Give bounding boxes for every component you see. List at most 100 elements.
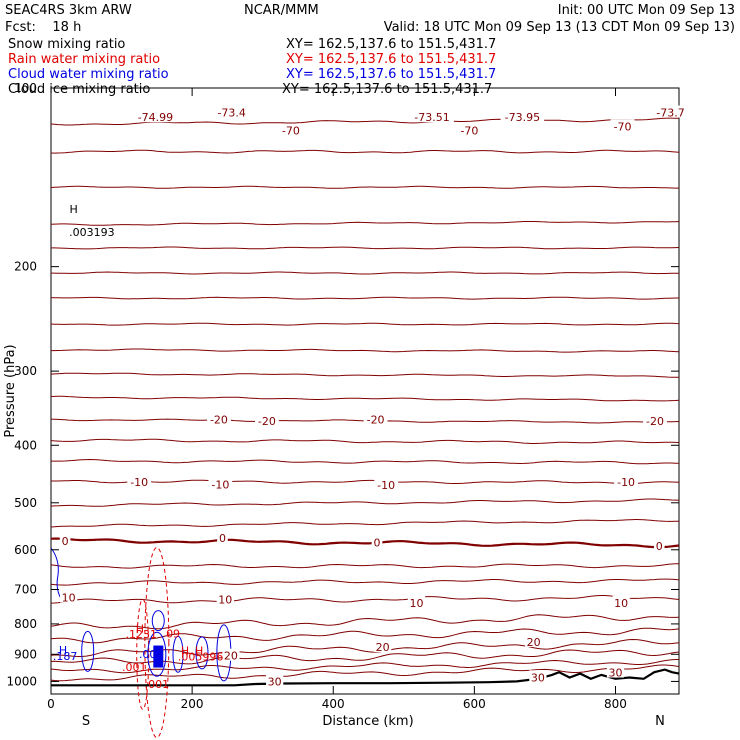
isotherm-label-bg — [653, 538, 665, 551]
isotherm-label: 20 — [376, 641, 390, 654]
field-legend: Snow mixing ratio XY= 162.5,137.6 to 151… — [8, 37, 496, 97]
isotherm-label: 0 — [62, 535, 69, 548]
isotherm-label: 30 — [531, 671, 545, 684]
extremum-label: .001 — [122, 661, 147, 674]
isotherm-label-bg — [133, 110, 178, 123]
extremum-label: H — [181, 645, 189, 658]
isotherm-label-bg — [266, 674, 284, 687]
rain-contour — [136, 598, 150, 710]
rain-contour — [144, 547, 170, 739]
isotherm-label: 0 — [656, 540, 663, 553]
isotherm-contours — [50, 117, 680, 682]
isotherm-label-bg — [371, 535, 383, 548]
isotherm-line — [50, 537, 680, 549]
isotherm-label-bg — [610, 119, 635, 132]
isotherm-label-bg — [127, 474, 152, 487]
isotherm-label: 0 — [219, 532, 226, 545]
isotherm-label-bg — [60, 590, 78, 603]
isotherm-line — [50, 664, 680, 682]
isotherm-label: 30 — [268, 675, 282, 688]
isotherm-label: -10 — [130, 476, 148, 489]
y-tick-label: 500 — [14, 496, 37, 510]
isotherm-line — [50, 438, 680, 444]
field-name-cloud-water: Cloud water mixing ratio — [8, 67, 169, 82]
isotherm-label-bg — [216, 592, 234, 605]
isotherm-label-bg — [255, 413, 279, 426]
isotherm-line — [51, 271, 679, 275]
extremum-label: .003193 — [69, 226, 115, 239]
plot-frame — [50, 87, 680, 695]
isotherm-label: 20 — [527, 636, 541, 649]
isotherm-label-bg — [363, 412, 388, 425]
isotherm-line — [50, 578, 680, 586]
cloud-water-contour — [50, 547, 71, 601]
y-tick-label: 800 — [14, 617, 37, 631]
y-tick-label: 300 — [14, 364, 37, 378]
isotherm-label-bg — [217, 530, 228, 543]
x-tick-label: 600 — [463, 697, 486, 711]
isotherm-label-bg — [643, 413, 667, 426]
hydrometeor-contours — [50, 547, 232, 739]
isotherm-label: -73.4 — [217, 107, 245, 120]
isotherm-line — [51, 348, 680, 353]
field-xy-snow: XY= 162.5,137.6 to 151.5,431.7 — [286, 37, 496, 52]
isotherm-label-bg — [222, 648, 240, 661]
isotherm-label-bg — [652, 105, 690, 118]
isotherm-label-bg — [500, 110, 545, 123]
isotherm-line — [50, 595, 680, 604]
isotherm-label: -70 — [460, 125, 478, 138]
x-tick-label: 0 — [47, 697, 55, 711]
isotherm-label-bg — [213, 105, 251, 118]
field-name-rain: Rain water mixing ratio — [8, 52, 160, 67]
institution-title: NCAR/MMM — [244, 3, 319, 18]
isotherm-label: -20 — [210, 414, 228, 427]
isotherm-label-bg — [407, 595, 426, 608]
isotherm-label: 10 — [410, 597, 424, 610]
init-time: Init: 00 UTC Mon 09 Sep 13 — [558, 3, 735, 18]
isotherm-label-bg — [612, 595, 630, 608]
isotherm-label-bg — [59, 534, 71, 547]
isotherm-label-bg — [279, 123, 303, 136]
isotherm-label-bg — [457, 123, 482, 136]
field-xy-cloud-water: XY= 162.5,137.6 to 151.5,431.7 — [286, 67, 496, 82]
isotherm-label: 20 — [224, 650, 238, 663]
isotherm-label: 10 — [62, 591, 76, 604]
extremum-label: H — [59, 644, 67, 657]
extremum-label: .187 — [53, 650, 78, 663]
north-endpoint-label: N — [655, 714, 665, 729]
x-axis-title: Distance (km) — [322, 714, 413, 729]
field-xy-cloud-ice: XY= 162.5,137.6 to 151.5,431.7 — [282, 82, 492, 97]
isotherm-label: -74.99 — [138, 111, 173, 124]
extremum-label: .005996 — [178, 650, 224, 663]
isotherm-line — [50, 296, 679, 300]
isotherm-line — [50, 372, 679, 378]
isotherm-line — [50, 149, 680, 154]
isotherm-label-bg — [529, 670, 547, 683]
isotherm-line — [51, 458, 680, 465]
extremum-label: .001 — [139, 648, 164, 661]
south-endpoint-label: S — [82, 714, 90, 729]
forecast-hour: Fcst: 18 h — [5, 20, 81, 35]
field-xy-rain: XY= 162.5,137.6 to 151.5,431.7 — [286, 52, 496, 67]
isotherm-label: -20 — [646, 415, 664, 428]
isotherm-label: -70 — [282, 125, 300, 138]
isotherm-label-bg — [374, 478, 399, 491]
y-tick-label: 100 — [14, 81, 37, 95]
y-tick-label: 600 — [14, 543, 37, 557]
x-tick-label: 400 — [322, 697, 345, 711]
isotherm-line — [50, 395, 680, 402]
isotherm-label: 10 — [614, 597, 628, 610]
y-tick-label: 400 — [14, 438, 37, 452]
isotherm-line — [50, 221, 680, 226]
isotherm-label: 10 — [218, 594, 232, 607]
isotherm-label-bg — [410, 110, 454, 123]
isotherm-line — [50, 185, 679, 189]
isotherm-line — [50, 563, 680, 569]
isotherm-label: 30 — [608, 667, 622, 680]
extremum-label: H — [136, 623, 144, 636]
isotherm-label: -20 — [258, 415, 276, 428]
isotherm-line — [51, 246, 680, 250]
extremum-label: H — [195, 645, 203, 658]
isotherm-line — [50, 322, 680, 326]
isotherm-label-bg — [374, 640, 392, 653]
